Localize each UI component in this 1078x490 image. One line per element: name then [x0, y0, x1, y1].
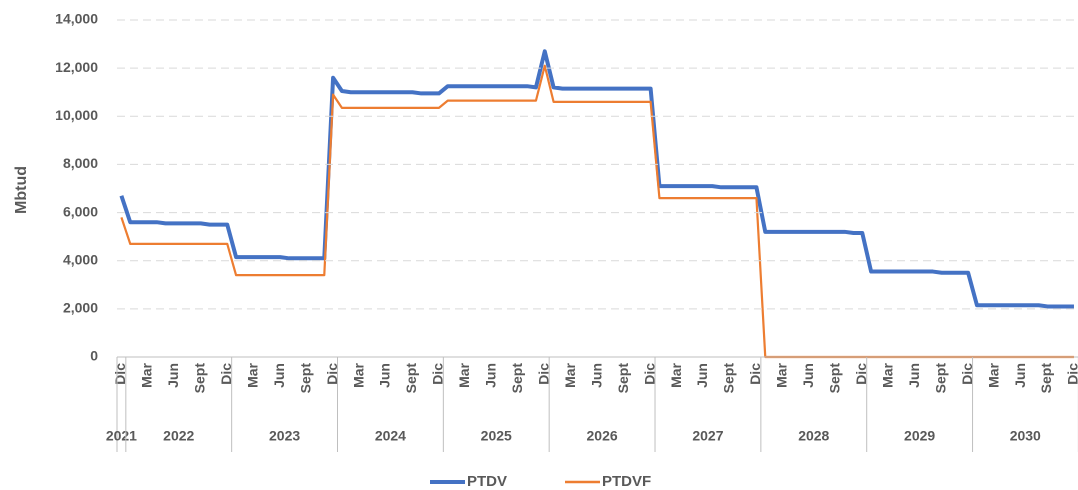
legend-label: PTDVF — [602, 473, 651, 490]
x-tick-label: Jun — [377, 363, 393, 388]
x-tick-label: Jun — [271, 363, 287, 388]
year-label: 2021 — [106, 428, 137, 444]
series-line — [119, 49, 1074, 309]
x-tick-label: Jun — [800, 363, 816, 388]
x-tick-label: Mar — [350, 362, 366, 387]
x-tick-label: Dic — [218, 363, 234, 385]
x-tick-label: Sept — [827, 363, 843, 394]
legend-label: PTDV — [467, 473, 507, 490]
x-tick-label: Mar — [668, 362, 684, 387]
x-tick-label: Sept — [403, 363, 419, 394]
year-label: 2023 — [269, 428, 300, 444]
y-tick-label: 2,000 — [63, 300, 98, 316]
x-tick-label: Dic — [853, 363, 869, 385]
plot — [119, 49, 1074, 359]
year-label: 2028 — [798, 428, 829, 444]
y-tick-label: 14,000 — [55, 11, 98, 27]
y-tick-label: 10,000 — [55, 107, 98, 123]
x-tick-label: Jun — [906, 363, 922, 388]
x-tick-label: Sept — [1038, 363, 1054, 394]
x-tick-label: Jun — [483, 363, 499, 388]
year-label: 2027 — [692, 428, 723, 444]
y-tick-label: 6,000 — [63, 203, 98, 219]
x-tick-label: Dic — [1065, 363, 1078, 385]
y-axis-label: Mbtud — [13, 166, 30, 214]
x-tick-label: Dic — [959, 363, 975, 385]
year-label: 2026 — [587, 428, 618, 444]
x-tick-label: Mar — [985, 362, 1001, 387]
year-label: 2022 — [163, 428, 194, 444]
x-tick-label: Mar — [139, 362, 155, 387]
x-tick-label: Dic — [641, 363, 657, 385]
year-label: 2024 — [375, 428, 406, 444]
x-tick-label: Sept — [932, 363, 948, 394]
x-tick-label: Dic — [747, 363, 763, 385]
y-tick-label: 4,000 — [63, 251, 98, 267]
x-tick-label: Jun — [694, 363, 710, 388]
x-tick-label: Dic — [112, 363, 128, 385]
x-tick-label: Mar — [456, 362, 472, 387]
x-tick-label: Mar — [774, 362, 790, 387]
x-tick-label: Jun — [588, 363, 604, 388]
series-line — [120, 64, 1074, 359]
y-tick-label: 8,000 — [63, 155, 98, 171]
x-tick-label: Mar — [562, 362, 578, 387]
x-tick-label: Sept — [721, 363, 737, 394]
y-tick-label: 0 — [90, 348, 98, 364]
y-tick-label: 12,000 — [55, 59, 98, 75]
x-tick-label: Dic — [430, 363, 446, 385]
x-tick-label: Sept — [615, 363, 631, 394]
x-tick-label: Dic — [324, 363, 340, 385]
x-tick-label: Mar — [244, 362, 260, 387]
year-label: 2029 — [904, 428, 935, 444]
x-tick-label: Jun — [165, 363, 181, 388]
x-tick-label: Jun — [1012, 363, 1028, 388]
year-label: 2025 — [481, 428, 512, 444]
x-tick-label: Sept — [191, 363, 207, 394]
x-tick-label: Dic — [535, 363, 551, 385]
x-tick-label: Sept — [297, 363, 313, 394]
year-label: 2030 — [1010, 428, 1041, 444]
x-tick-label: Sept — [509, 363, 525, 394]
x-tick-label: Mar — [879, 362, 895, 387]
